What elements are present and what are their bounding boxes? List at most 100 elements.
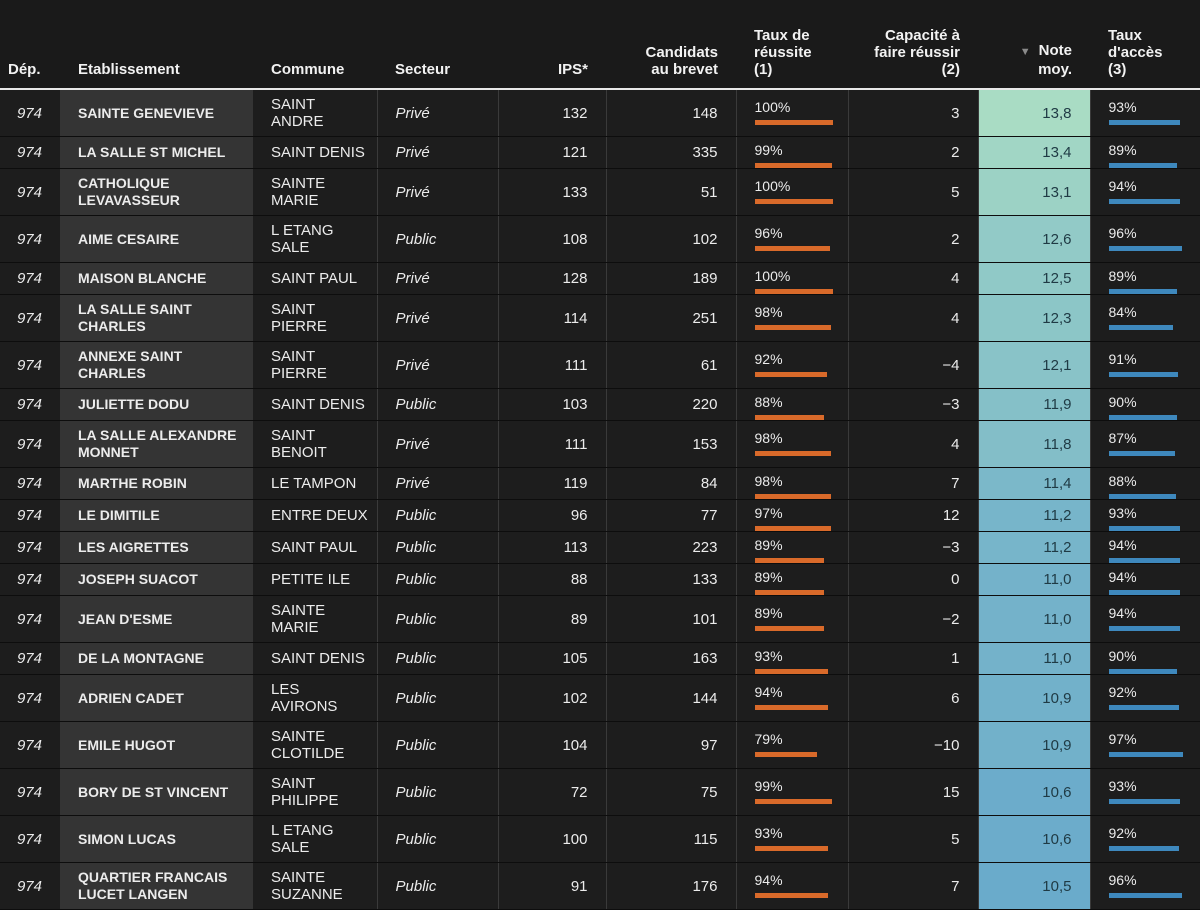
cell-note-moyenne: 10,6: [978, 816, 1090, 863]
header-capacite[interactable]: Capacité à faire réussir (2): [848, 0, 978, 89]
cell-dep: 974: [0, 421, 60, 468]
taux-acces-value: 91%: [1109, 352, 1200, 367]
header-commune[interactable]: Commune: [253, 0, 377, 89]
cell-capacite: 3: [848, 89, 978, 137]
commune-line2: SALE: [271, 839, 309, 856]
header-etablissement-label: Etablissement: [78, 61, 180, 78]
taux-acces-bar: [1109, 590, 1180, 595]
taux-reussite-bar: [755, 526, 831, 531]
taux-reussite-value: 93%: [755, 826, 848, 841]
cell-etablissement: MAISON BLANCHE: [60, 263, 253, 295]
cell-taux-reussite: 93%: [736, 643, 848, 675]
taux-reussite-bar: [755, 289, 833, 294]
cell-capacite: 6: [848, 675, 978, 722]
taux-reussite-bar: [755, 325, 831, 330]
taux-reussite-value: 98%: [755, 431, 848, 446]
cell-taux-acces: 87%: [1090, 421, 1200, 468]
header-candidats[interactable]: Candidats au brevet: [606, 0, 736, 89]
cell-ips: 89: [498, 596, 606, 643]
header-secteur[interactable]: Secteur: [377, 0, 498, 89]
cell-dep: 974: [0, 389, 60, 421]
cell-taux-reussite: 88%: [736, 389, 848, 421]
taux-acces-bar: [1109, 494, 1176, 499]
cell-candidats: 77: [606, 500, 736, 532]
cell-candidats: 75: [606, 769, 736, 816]
header-etablissement[interactable]: Etablissement: [60, 0, 253, 89]
cell-taux-reussite: 94%: [736, 675, 848, 722]
header-taux-reussite-line2: réussite: [754, 44, 812, 61]
taux-acces-value: 94%: [1109, 606, 1200, 621]
cell-taux-reussite: 94%: [736, 863, 848, 910]
cell-taux-acces: 84%: [1090, 295, 1200, 342]
cell-candidats: 153: [606, 421, 736, 468]
cell-capacite: −4: [848, 342, 978, 389]
cell-etablissement: MARTHE ROBIN: [60, 468, 253, 500]
taux-acces-value: 96%: [1109, 873, 1200, 888]
header-acces-line1: Taux: [1108, 27, 1142, 44]
cell-ips: 105: [498, 643, 606, 675]
cell-dep: 974: [0, 468, 60, 500]
cell-candidats: 101: [606, 596, 736, 643]
header-dep[interactable]: Dép.: [0, 0, 60, 89]
header-secteur-label: Secteur: [395, 61, 450, 78]
header-taux-reussite[interactable]: Taux de réussite (1): [736, 0, 848, 89]
cell-dep: 974: [0, 769, 60, 816]
cell-dep: 974: [0, 295, 60, 342]
etablissement-name-line1: LA SALLE ALEXANDRE: [78, 427, 236, 443]
cell-dep: 974: [0, 816, 60, 863]
commune-line1: PETITE ILE: [271, 571, 350, 588]
taux-acces-bar: [1109, 526, 1180, 531]
header-acces-line2: d'accès: [1108, 44, 1162, 61]
cell-ips: 96: [498, 500, 606, 532]
header-taux-acces[interactable]: Taux d'accès (3): [1090, 0, 1200, 89]
cell-taux-acces: 96%: [1090, 216, 1200, 263]
cell-note-moyenne: 13,8: [978, 89, 1090, 137]
etablissement-name-line1: MARTHE ROBIN: [78, 475, 187, 491]
etablissement-name-line1: EMILE HUGOT: [78, 737, 175, 753]
commune-line2: SUZANNE: [271, 886, 343, 903]
taux-reussite-value: 96%: [755, 226, 848, 241]
cell-taux-acces: 88%: [1090, 468, 1200, 500]
cell-note-moyenne: 12,3: [978, 295, 1090, 342]
etablissement-name-line1: LA SALLE SAINT: [78, 301, 192, 317]
header-ips[interactable]: IPS*: [498, 0, 606, 89]
commune-line2: CLOTILDE: [271, 745, 344, 762]
cell-secteur: Privé: [377, 421, 498, 468]
header-note-moyenne[interactable]: ▼Note moy.: [978, 0, 1090, 89]
etablissement-name-line2: LEVAVASSEUR: [78, 192, 180, 208]
commune-line2: PIERRE: [271, 365, 327, 382]
cell-capacite: 4: [848, 295, 978, 342]
cell-etablissement: JULIETTE DODU: [60, 389, 253, 421]
taux-acces-bar: [1109, 752, 1183, 757]
cell-secteur: Privé: [377, 295, 498, 342]
cell-ips: 102: [498, 675, 606, 722]
etablissement-name-line2: CHARLES: [78, 365, 146, 381]
etablissement-name-line1: SIMON LUCAS: [78, 831, 176, 847]
cell-commune: SAINT PAUL: [253, 532, 377, 564]
cell-note-moyenne: 10,6: [978, 769, 1090, 816]
commune-line1: SAINT: [271, 348, 315, 365]
